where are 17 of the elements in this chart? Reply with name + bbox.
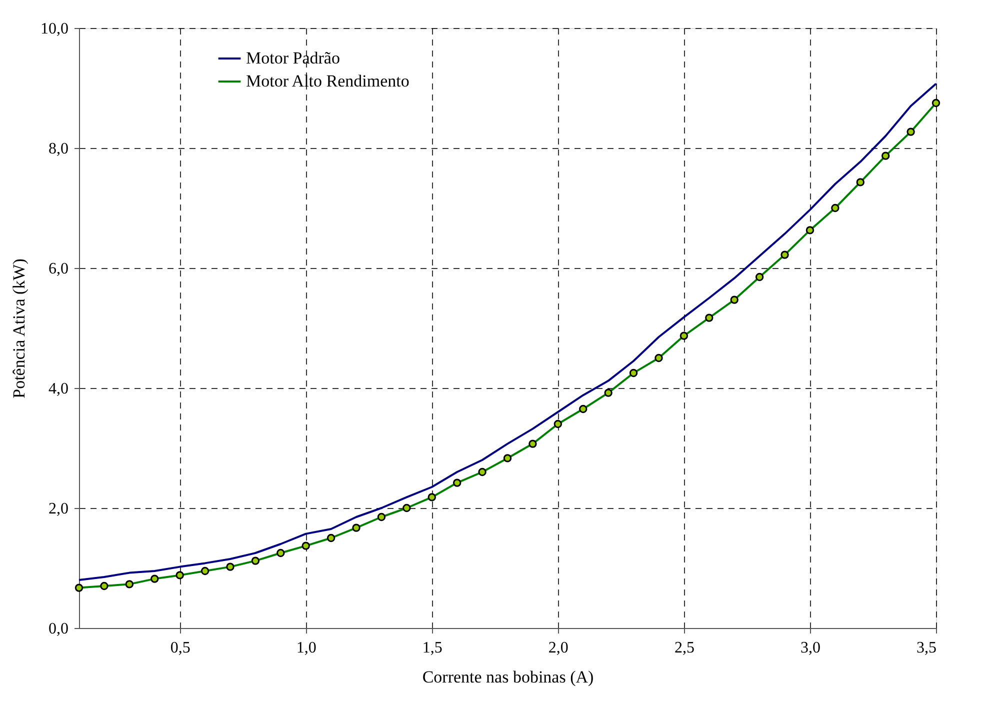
x-tick-label: 1,0: [296, 640, 316, 656]
y-tick-label: 8,0: [48, 140, 68, 158]
y-tick-label: 0,0: [48, 620, 68, 638]
x-tick-label: 3,0: [800, 640, 820, 656]
y-tick-label: 4,0: [48, 380, 68, 398]
y-tick-label: 10,0: [40, 20, 68, 38]
x-tick-label: 2,5: [674, 640, 694, 656]
x-tick-label: 0,5: [170, 640, 190, 656]
x-tick-label: 3,5: [916, 640, 936, 656]
legend-label: Motor Padrão: [246, 48, 340, 68]
y-tick-label: 6,0: [48, 260, 68, 278]
x-tick-label: 2,0: [548, 640, 568, 656]
x-tick-label: 1,5: [422, 640, 442, 656]
legend-label: Motor Alto Rendimento: [246, 72, 410, 90]
y-axis-title: Potência Ativa (kW): [10, 258, 28, 398]
x-axis-title: Corrente nas bobinas (A): [422, 668, 594, 686]
y-tick-label: 2,0: [48, 500, 68, 518]
